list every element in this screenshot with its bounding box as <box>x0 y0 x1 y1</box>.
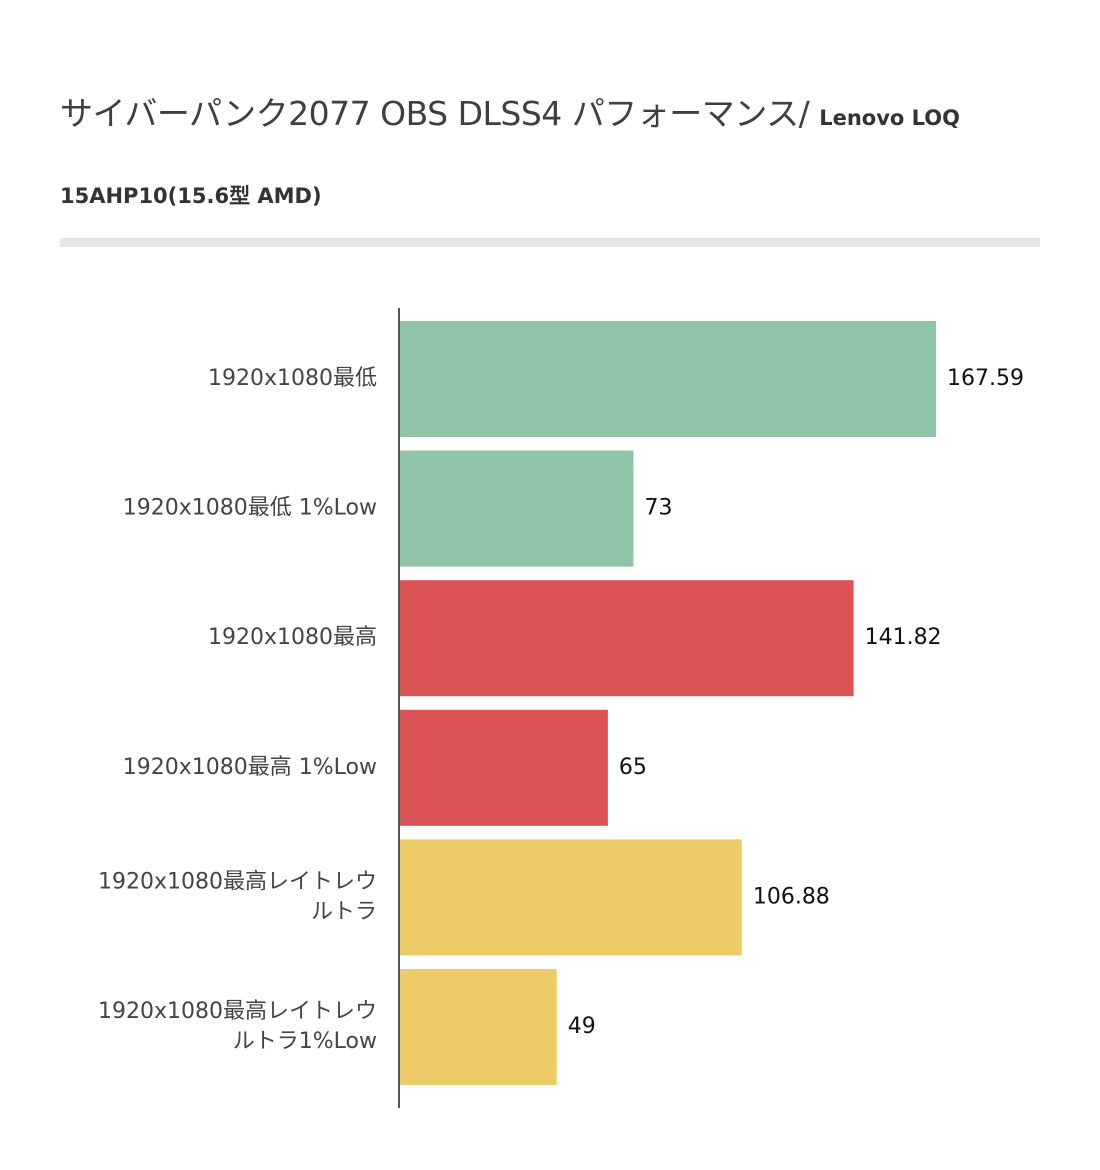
chart-title: サイバーパンク2077 OBS DLSS4 パフォーマンス/ Lenovo LO… <box>60 88 1060 144</box>
bar <box>400 321 936 437</box>
chart-title-main: サイバーパンク2077 OBS DLSS4 パフォーマンス/ <box>60 94 820 133</box>
category-label: 1920x1080最高レイトレウ <box>98 999 377 1024</box>
value-label: 167.59 <box>947 366 1024 391</box>
value-label: 73 <box>644 496 672 521</box>
category-label: 1920x1080最高 <box>208 625 377 650</box>
category-label: 1920x1080最高 1%Low <box>123 755 377 780</box>
bars-layer <box>400 321 936 1085</box>
bar <box>400 580 854 697</box>
category-label: 1920x1080最高レイトレウ <box>98 869 377 894</box>
value-label: 141.82 <box>865 625 942 650</box>
category-label: 1920x1080最低 1%Low <box>123 496 377 521</box>
chart-title-suffix: Lenovo LOQ <box>819 106 960 130</box>
bar <box>400 839 742 956</box>
chart-subtitle: 15AHP10(15.6型 AMD) <box>60 184 322 208</box>
bar <box>400 969 557 1085</box>
category-label: ルトラ <box>311 899 377 924</box>
category-label: ルトラ1%Low <box>233 1029 377 1054</box>
category-label: 1920x1080最低 <box>208 366 377 391</box>
value-label: 106.88 <box>753 884 830 909</box>
bar <box>400 709 608 826</box>
labels-layer: 167.59 1920x1080最低 73 1920x1080最低 1%Low 141.… <box>98 366 1024 1054</box>
bar <box>400 450 634 567</box>
value-label: 49 <box>568 1014 596 1039</box>
value-label: 65 <box>619 755 647 780</box>
title-divider <box>60 238 1040 247</box>
